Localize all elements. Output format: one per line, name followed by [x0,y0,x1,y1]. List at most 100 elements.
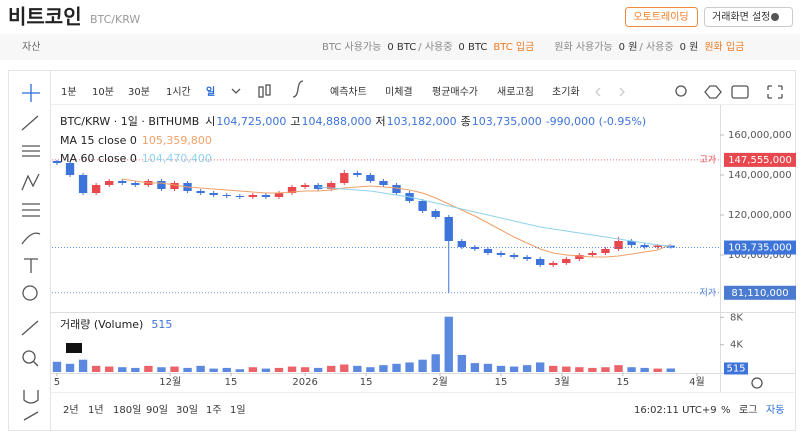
ohlc-label: 저 [375,115,385,128]
legend-entry: MA 15 close 0 [60,134,137,147]
volume-bar [653,368,662,372]
toolbar-button[interactable]: 초기화 [552,86,580,98]
range-button[interactable]: 1일 [230,404,246,416]
candle-body [78,175,88,193]
candle-body [196,191,205,193]
candle-body [327,183,336,189]
candle-body [614,241,623,249]
tv-logo [66,343,82,353]
volume-bar [144,365,153,372]
volume-tick-label: 4K [730,340,743,351]
range-button[interactable]: 2년 [63,404,79,416]
interval-button[interactable]: 30분 [128,86,150,98]
volume-bar [431,354,440,372]
candle-body [535,259,545,265]
range-button[interactable]: 90일 [146,404,168,416]
btc-available-value: 0 BTC [387,42,416,53]
btc-in-use-value: 0 BTC [458,42,487,53]
y-tick-label: 140,000,000 [728,170,792,181]
candle-body [313,185,323,189]
krw-available: 원화 사용가능 [554,41,612,53]
y-tick-label: 160,000,000 [728,130,792,141]
candle-body [444,217,453,241]
toolbar-button[interactable]: 미체결 [385,86,413,98]
volume-bar [196,365,205,372]
settings-button[interactable] [704,7,793,27]
volume-bar [366,367,375,372]
auto-trade-button[interactable] [625,7,698,27]
range-button[interactable]: 30일 [176,404,198,416]
candle-body [549,263,558,265]
volume-bar [379,365,388,372]
volume-bar [65,363,75,372]
volume-bar [105,366,114,372]
candle-body [366,175,375,181]
candle-body [65,163,75,175]
candle-body [379,181,388,185]
low_marker-label: 저가 [699,287,716,298]
auto-toggle[interactable]: 자동 [766,404,784,416]
candle-body [340,173,349,183]
ohlc-label: 시 [205,115,215,128]
range-button[interactable]: 1주 [206,405,222,416]
range-button[interactable]: 1년 [88,404,104,416]
volume-bar [131,367,140,372]
volume-bar [483,363,493,372]
chart-title: BTC/KRW · 1일 · BITHUMB [60,114,199,128]
interval-button[interactable]: 10분 [92,86,114,98]
volume-bar [575,367,584,372]
gear-icon [771,13,779,21]
volume-bar [640,367,649,372]
volume-bar [183,367,192,372]
x-tick-label: 15 [225,377,238,388]
ohlc-value: 103,735,000 [472,115,542,128]
candle-body [261,195,271,197]
candle-body [653,245,662,247]
volume-bar [522,365,532,372]
volume-bar [235,369,244,372]
candle-body [392,185,401,193]
interval-button[interactable]: 1분 [61,86,77,98]
toolbar-button[interactable]: 예측차트 [330,86,367,98]
volume-bar [614,365,623,372]
ohlc-value: 104,725,000 [216,115,286,128]
log-toggle[interactable]: 로그 [739,405,757,416]
candle-body [274,193,284,197]
volume-bar [78,359,88,372]
volume-bar [248,367,258,372]
toolbar-button[interactable]: 평균매수가 [432,86,478,98]
candle-body [627,241,636,245]
candle-body [666,245,675,248]
title: 비트코인 [8,5,82,29]
candle-body [562,259,571,263]
volume-bar [222,367,231,372]
candle-body [575,255,584,259]
candle-body [353,173,362,175]
y-tick-label: 100,000,000 [728,250,792,261]
x-tick-label: 4월 [689,376,705,388]
volume-bar [353,365,362,372]
assets-label: 자산 [22,41,40,53]
legend-entry: MA 60 close 0 [60,152,137,165]
candle-body [431,211,440,217]
candle-body [300,185,310,187]
auto-trade-label[interactable]: 오토트레이딩 [633,11,688,23]
percent-toggle[interactable]: % [721,405,731,416]
krw-in-use: / 사용중 [639,41,673,53]
toolbar-button[interactable]: 새로고침 [497,86,534,98]
candle-body [157,181,166,189]
x-tick-label: 12월 [159,376,181,388]
interval-button[interactable]: 1시간 [166,86,191,98]
candle-body [287,187,297,193]
volume-title: 거래량 (Volume) [60,318,143,331]
ohlc-label: 종 [461,115,471,128]
btc-available: BTC 사용가능 [322,41,381,53]
range-button[interactable]: 180일 [113,404,141,416]
settings-label[interactable]: 거래화면 설정 [712,11,770,23]
candle-body [52,161,62,163]
candle-body [91,185,101,193]
interval-button[interactable]: 일 [206,85,215,98]
candle-body [170,183,179,189]
